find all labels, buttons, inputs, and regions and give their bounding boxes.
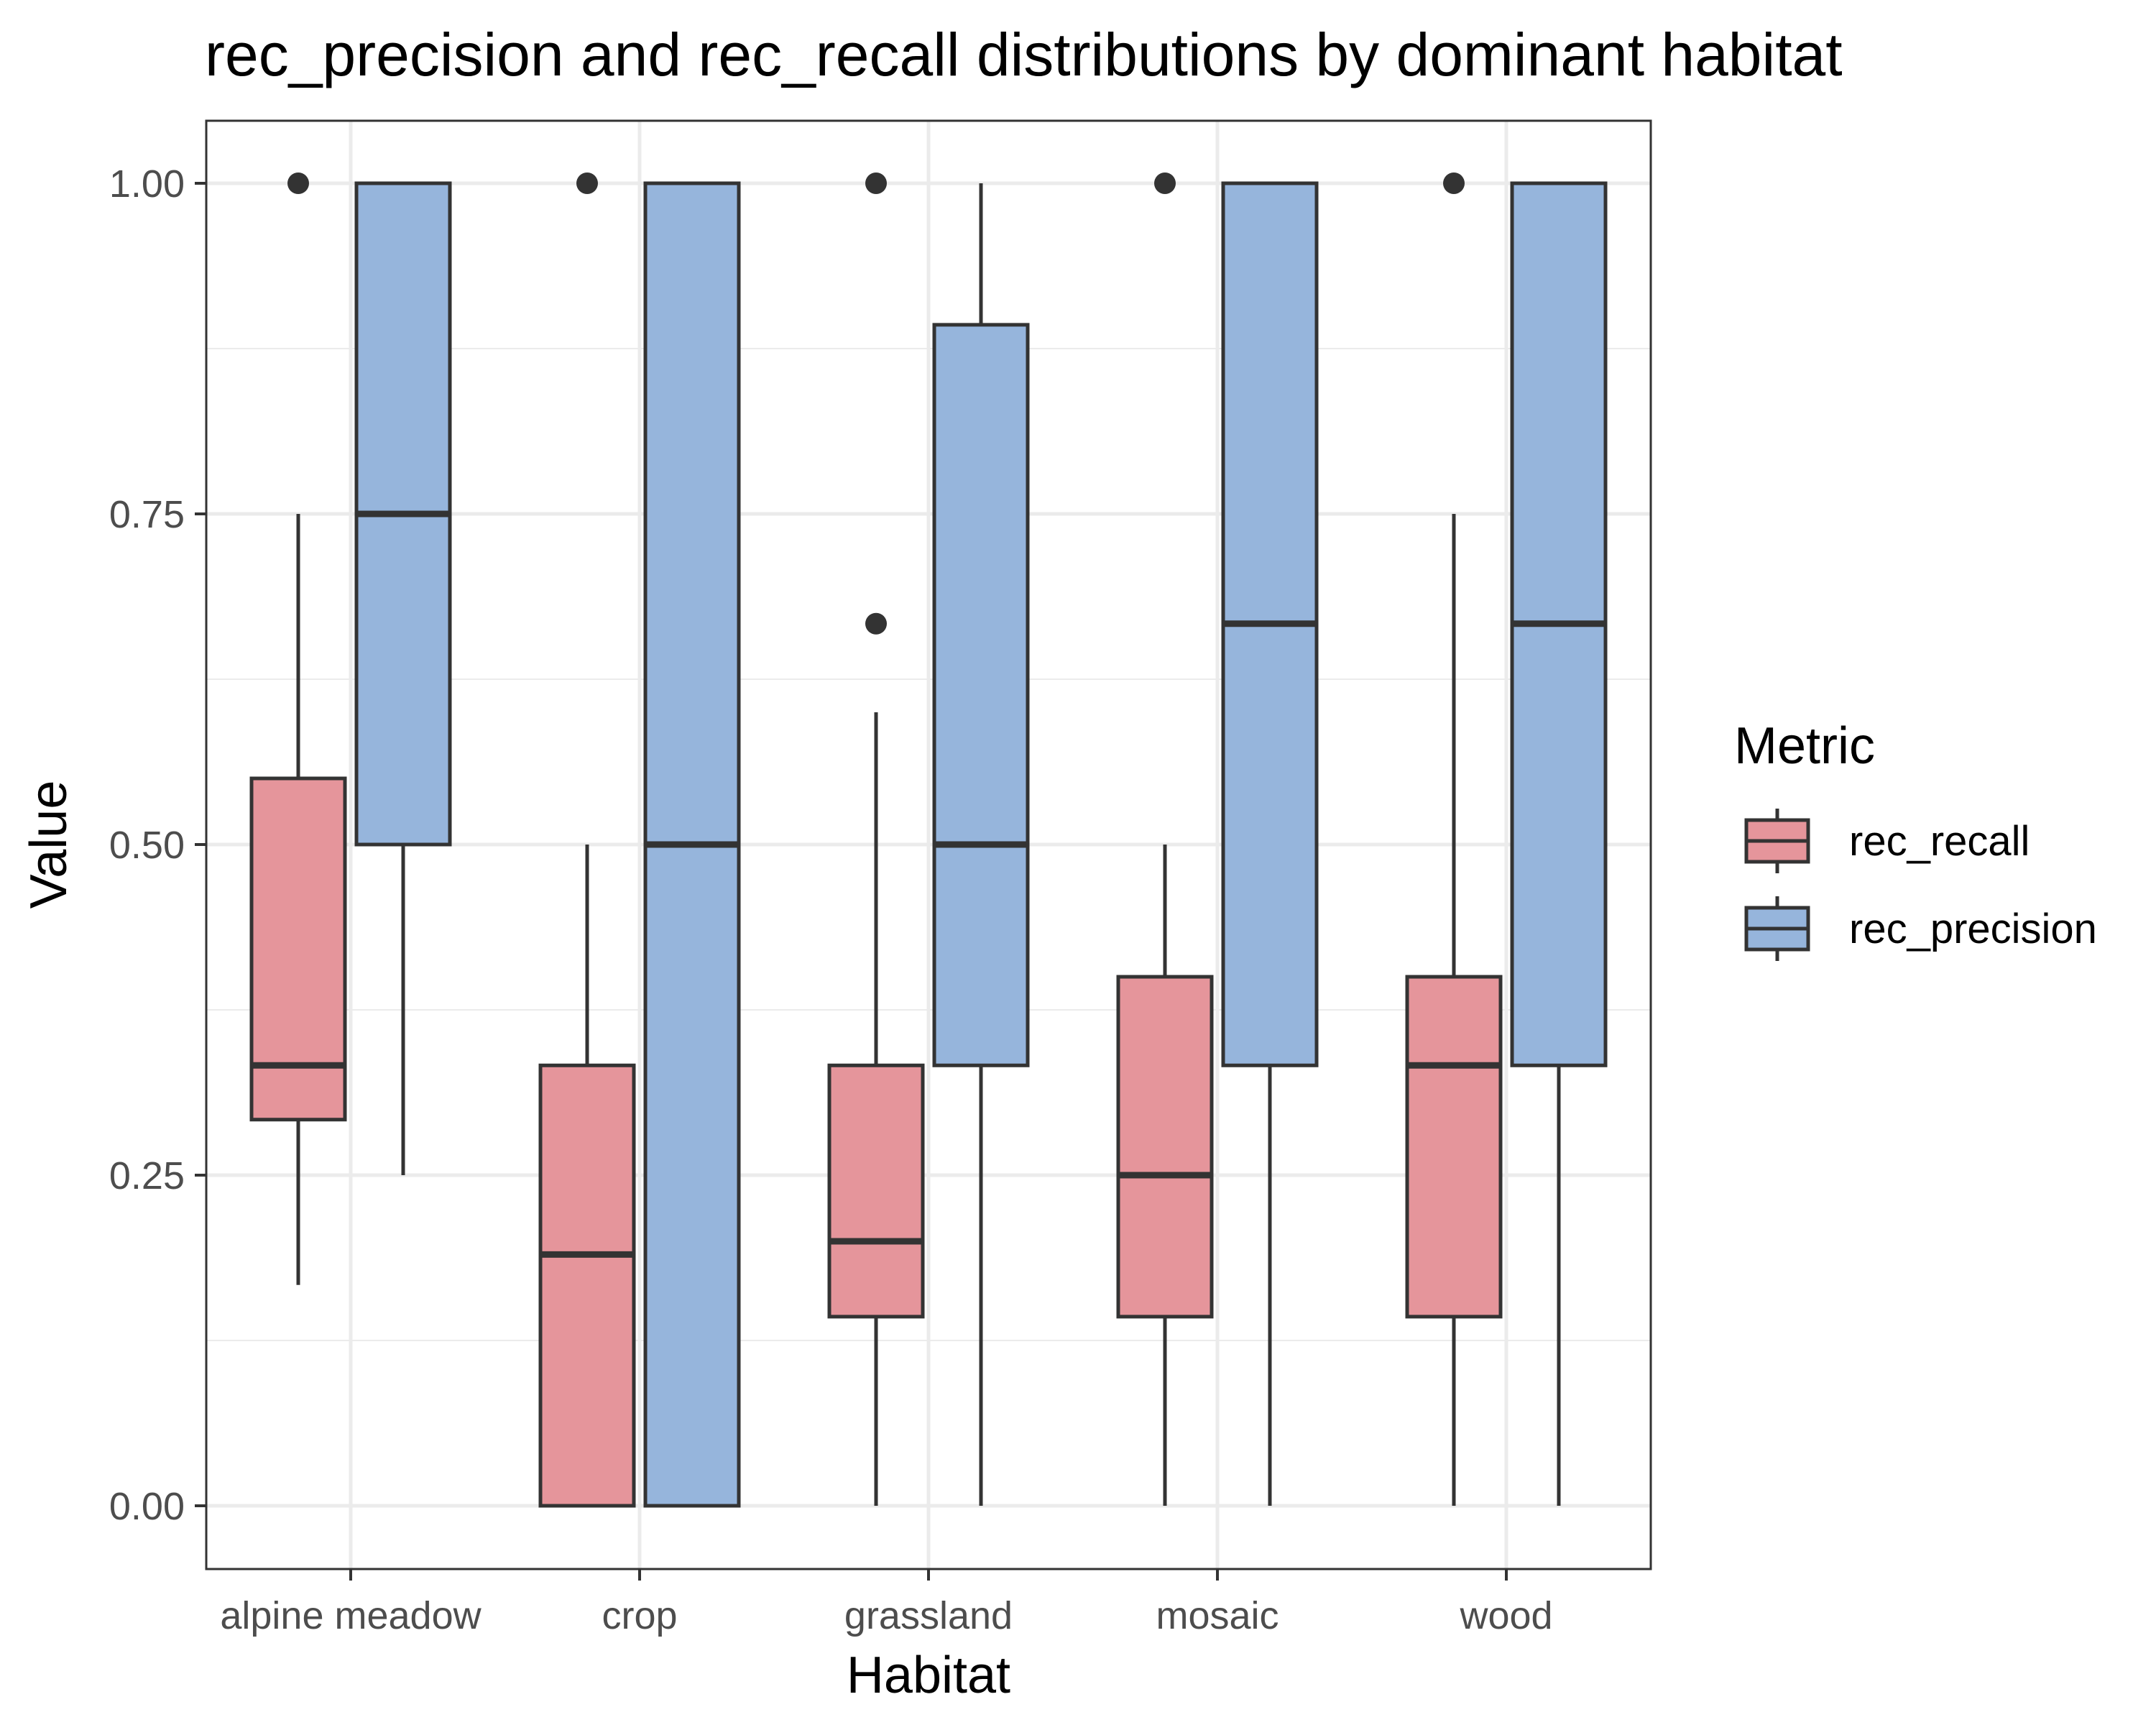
- legend-label: rec_precision: [1849, 906, 2097, 952]
- outlier-point: [576, 172, 598, 194]
- box-rec_precision-alpine-meadow: [354, 181, 452, 1175]
- boxes-layer: [249, 172, 1608, 1508]
- y-tick-label: 0.25: [109, 1154, 185, 1197]
- box-rec_precision-wood: [1510, 181, 1608, 1506]
- y-tick-label: 1.00: [109, 162, 185, 206]
- outlier-point: [287, 172, 309, 194]
- x-tick-label: alpine meadow: [220, 1594, 482, 1637]
- outlier-point: [865, 612, 887, 635]
- box-iqr: [1116, 975, 1214, 1319]
- box-rec_precision-mosaic: [1221, 181, 1319, 1506]
- y-tick-label: 0.50: [109, 824, 185, 867]
- box-rec_recall-mosaic: [1116, 172, 1214, 1506]
- box-rec_recall-crop: [538, 172, 636, 1508]
- box-rec_recall-alpine-meadow: [249, 172, 347, 1285]
- y-axis-title: Value: [20, 781, 78, 909]
- outlier-point: [1154, 172, 1176, 194]
- grid-layer: [206, 121, 1651, 1569]
- x-tick-label: grassland: [844, 1594, 1013, 1637]
- box-iqr: [827, 1063, 925, 1319]
- box-rec_recall-grassland: [827, 172, 925, 1506]
- y-axis: 0.00 0.25 0.50 0.75 1.00: [109, 162, 206, 1528]
- legend-item-rec_precision: rec_precision: [1744, 896, 2097, 961]
- box-iqr: [1405, 975, 1503, 1319]
- box-iqr: [538, 1063, 636, 1508]
- x-axis-title: Habitat: [847, 1647, 1010, 1704]
- chart-title: rec_precision and rec_recall distributio…: [205, 21, 1843, 88]
- outlier-point: [1443, 172, 1465, 194]
- x-tick-label: mosaic: [1156, 1594, 1279, 1637]
- x-axis: alpine meadow crop grassland mosaic wood: [220, 1569, 1553, 1637]
- legend-item-rec_recall: rec_recall: [1744, 809, 2030, 873]
- y-tick-label: 0.75: [109, 493, 185, 536]
- x-tick-label: crop: [602, 1594, 677, 1637]
- legend-label: rec_recall: [1849, 818, 2030, 865]
- box-iqr: [932, 323, 1030, 1067]
- y-tick-label: 0.00: [109, 1485, 185, 1528]
- box-rec_recall-wood: [1405, 172, 1503, 1506]
- x-tick-label: wood: [1459, 1594, 1552, 1637]
- legend-title: Metric: [1734, 717, 1875, 775]
- legend: Metric rec_recall rec_precision: [1734, 717, 2097, 961]
- box-rec_precision-crop: [643, 181, 741, 1508]
- outlier-point: [865, 172, 887, 194]
- box-rec_precision-grassland: [932, 183, 1030, 1506]
